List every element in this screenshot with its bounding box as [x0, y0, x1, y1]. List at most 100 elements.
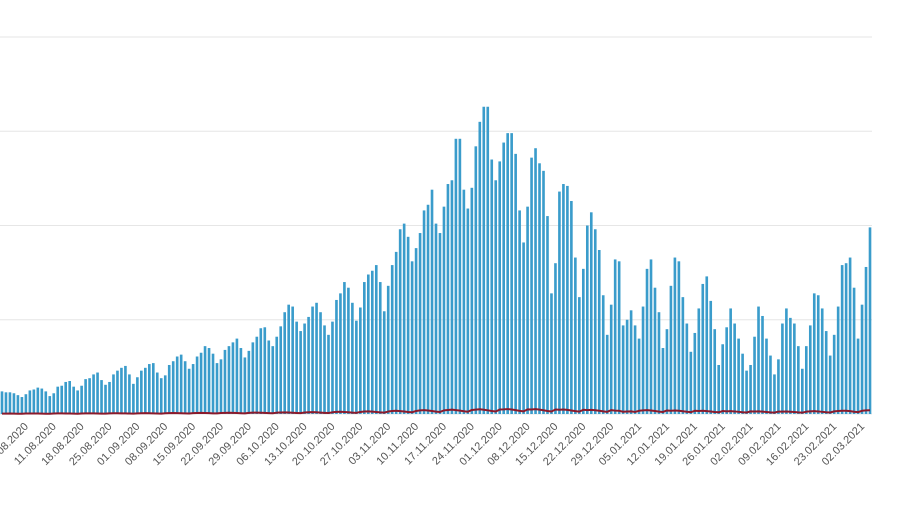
bar — [60, 385, 64, 414]
line — [1, 408, 871, 415]
bar — [737, 338, 740, 414]
bar — [275, 336, 279, 414]
bar — [40, 388, 44, 414]
bar — [159, 378, 163, 414]
bar — [359, 307, 362, 414]
bar — [402, 223, 406, 414]
bar — [426, 204, 430, 414]
bar — [836, 306, 840, 414]
bar — [179, 354, 183, 414]
bar — [534, 148, 537, 414]
bar — [398, 229, 402, 414]
bar — [506, 133, 509, 414]
bar — [319, 312, 322, 414]
bar — [394, 251, 398, 414]
bar — [167, 364, 171, 414]
bar — [191, 364, 195, 414]
bar — [526, 206, 529, 414]
bar — [434, 223, 438, 414]
bar — [128, 374, 131, 414]
bar — [848, 257, 852, 414]
bar — [542, 170, 545, 414]
bar — [832, 334, 836, 414]
bar — [140, 370, 143, 414]
bar — [868, 227, 872, 414]
bar — [303, 323, 306, 414]
bar — [219, 359, 223, 414]
bar — [231, 342, 235, 414]
bar — [64, 381, 68, 414]
bar — [466, 208, 470, 414]
bar — [223, 349, 227, 414]
bar — [597, 250, 601, 414]
bar — [793, 323, 796, 414]
bar — [155, 372, 159, 414]
bar — [613, 259, 617, 414]
bar — [203, 346, 207, 414]
bar — [729, 308, 732, 414]
bar — [418, 233, 422, 414]
bar — [112, 374, 115, 414]
bar — [864, 266, 868, 414]
bar — [657, 312, 661, 414]
bar — [259, 328, 263, 414]
bar — [183, 361, 187, 414]
bar — [661, 348, 665, 414]
bar — [291, 306, 294, 414]
bar — [175, 356, 179, 414]
bar — [629, 310, 633, 414]
bar — [263, 327, 267, 414]
bar — [450, 180, 454, 414]
bar — [410, 261, 414, 414]
bar — [625, 319, 629, 414]
bar — [48, 396, 52, 414]
bar — [0, 391, 4, 414]
bar — [781, 323, 784, 414]
bar — [697, 308, 701, 414]
bar — [797, 346, 800, 414]
bar — [578, 297, 581, 414]
bar — [518, 210, 521, 414]
bar — [589, 212, 593, 414]
bar — [390, 265, 394, 414]
bar — [757, 306, 760, 414]
bar — [84, 379, 87, 414]
bar — [554, 263, 557, 414]
bar — [52, 393, 56, 414]
bar — [283, 312, 287, 414]
bar — [538, 163, 541, 414]
bar — [331, 321, 334, 414]
bar — [530, 157, 533, 414]
bar — [840, 265, 844, 414]
bar — [498, 161, 502, 414]
bar — [733, 323, 736, 414]
bar — [271, 346, 275, 414]
bar — [406, 236, 410, 414]
bar — [601, 295, 605, 414]
bar — [100, 380, 103, 414]
bar — [366, 274, 370, 414]
bar — [132, 383, 135, 414]
bar — [478, 121, 482, 414]
bar — [820, 308, 824, 414]
bar — [378, 282, 382, 414]
bar — [816, 295, 820, 414]
bar — [550, 293, 553, 414]
bar — [88, 378, 91, 414]
bar — [856, 338, 860, 414]
bar — [12, 393, 16, 414]
bar — [617, 261, 621, 414]
bar — [307, 316, 310, 414]
bar — [171, 361, 175, 414]
bar — [151, 363, 155, 414]
bar — [713, 329, 717, 414]
bar — [474, 146, 478, 414]
bar — [717, 364, 721, 414]
bar — [227, 346, 231, 414]
bar — [251, 342, 255, 414]
bar — [120, 367, 123, 414]
bar — [677, 261, 681, 414]
bar — [295, 321, 298, 414]
bar — [363, 282, 366, 414]
